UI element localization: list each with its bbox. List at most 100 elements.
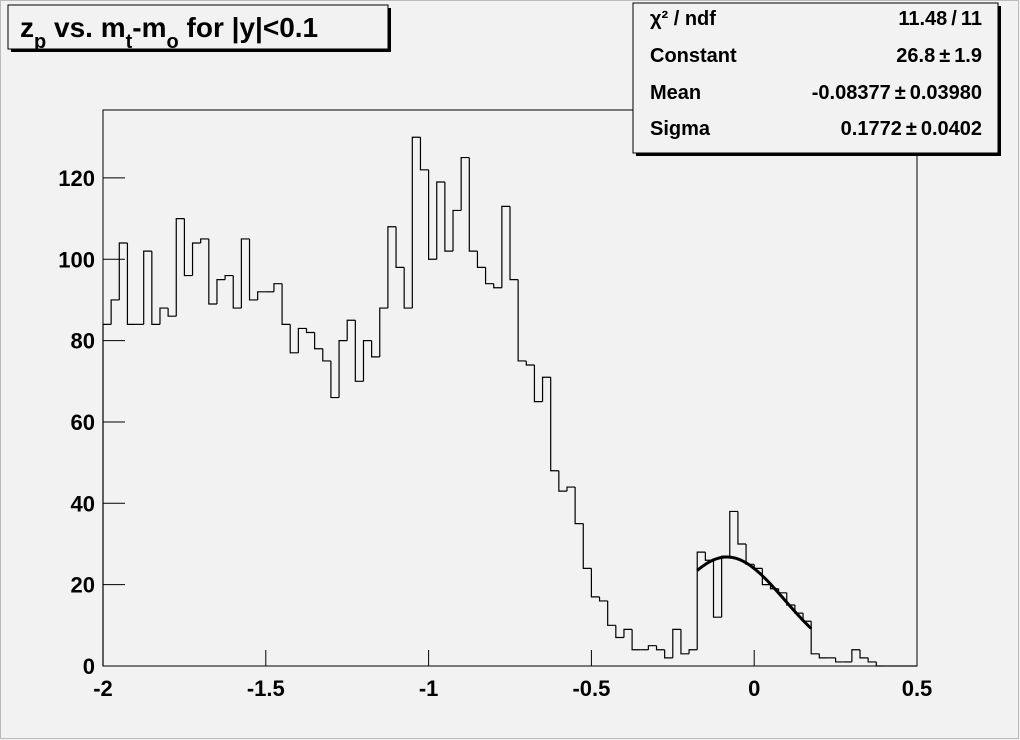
bar (647, 645, 657, 650)
bar (476, 251, 486, 269)
bar (338, 340, 348, 398)
y-tick-label: 0 (83, 654, 95, 679)
bar (305, 328, 315, 334)
bar (354, 320, 364, 382)
bar (525, 360, 535, 366)
bar (501, 205, 510, 288)
bar (590, 568, 600, 598)
bar (248, 238, 258, 301)
stats-separator: ± (895, 82, 906, 104)
bar (151, 251, 160, 325)
fit-curve (696, 555, 813, 630)
bar (232, 275, 242, 309)
stats-value: 11.48/11 (898, 8, 982, 30)
bar (362, 340, 372, 382)
bar (200, 238, 209, 244)
bar (680, 629, 690, 655)
y-tick-label: 80 (71, 329, 95, 354)
bar (835, 657, 844, 663)
bar (460, 156, 470, 211)
bar (688, 649, 698, 654)
bar (167, 308, 177, 317)
title-part: p (34, 31, 46, 53)
stats-name: Sigma (650, 118, 711, 140)
bar (558, 470, 567, 492)
bar (330, 360, 340, 399)
bar (428, 169, 437, 260)
y-tick-label: 40 (71, 491, 95, 516)
bar (550, 377, 559, 472)
bar (631, 629, 641, 651)
bar (208, 238, 217, 305)
bar (436, 181, 445, 260)
bar (118, 242, 128, 300)
stats-name: Constant (650, 45, 737, 67)
bar (314, 332, 323, 350)
bar (216, 279, 226, 305)
x-tick-label: -0.5 (572, 676, 610, 701)
bar (737, 511, 747, 545)
bar (664, 649, 673, 659)
bar (273, 283, 283, 292)
stats-error: 1.9 (954, 45, 982, 67)
bar (224, 274, 234, 280)
y-tick-label: 20 (71, 573, 95, 598)
bar (240, 238, 250, 309)
chart-title: zp vs. mt-mo for |y|<0.1 (20, 12, 318, 53)
stats-value: -0.08377 ±0.03980 (812, 82, 982, 104)
stats-number: 26.8 (896, 45, 935, 67)
y-tick-label: 120 (58, 166, 95, 191)
bar (468, 157, 478, 252)
stats-number: -0.08377 (812, 82, 891, 104)
bar (110, 299, 120, 325)
stats-name: Mean (650, 82, 701, 104)
x-tick-label: -1 (419, 676, 439, 701)
bar (598, 596, 608, 602)
bar (257, 291, 266, 300)
stats-separator: ± (939, 45, 950, 67)
bar (696, 551, 706, 650)
x-tick-label: -2 (93, 676, 113, 701)
bar (493, 283, 502, 289)
bar (322, 348, 331, 362)
stats-error: 0.0402 (921, 118, 982, 140)
bar (444, 181, 454, 252)
stats-name: χ² / ndf (650, 8, 716, 30)
bar (566, 486, 576, 492)
stats-error: 11 (961, 8, 982, 30)
bar (672, 628, 681, 658)
bar (875, 661, 885, 667)
bar (517, 279, 527, 362)
title-part: for |y|<0.1 (179, 12, 318, 43)
frame (102, 109, 918, 667)
title-part: z (20, 12, 34, 43)
stats-separator: / (951, 8, 957, 30)
bar (411, 136, 421, 309)
bar (281, 283, 291, 325)
bar (183, 218, 193, 277)
bar (818, 653, 828, 659)
title-box (7, 4, 389, 50)
bar (655, 645, 665, 651)
bar (379, 307, 388, 357)
x-tick-label: 0.5 (902, 676, 933, 701)
bar (729, 510, 738, 557)
bar (452, 209, 462, 252)
bar (403, 267, 413, 309)
bar (582, 523, 592, 569)
bar (541, 376, 551, 402)
title-part: vs. m (46, 12, 125, 43)
bar (607, 600, 616, 626)
bar (484, 267, 494, 285)
bar (102, 323, 112, 666)
stats-value: 26.8 ±1.9 (896, 45, 982, 67)
bar (395, 226, 405, 269)
stats-box (632, 2, 999, 154)
bar (786, 592, 795, 606)
stats-value: 0.1772 ±0.0402 (841, 118, 982, 140)
title-part: t (126, 31, 133, 53)
bar (289, 324, 299, 354)
bar (419, 137, 429, 171)
